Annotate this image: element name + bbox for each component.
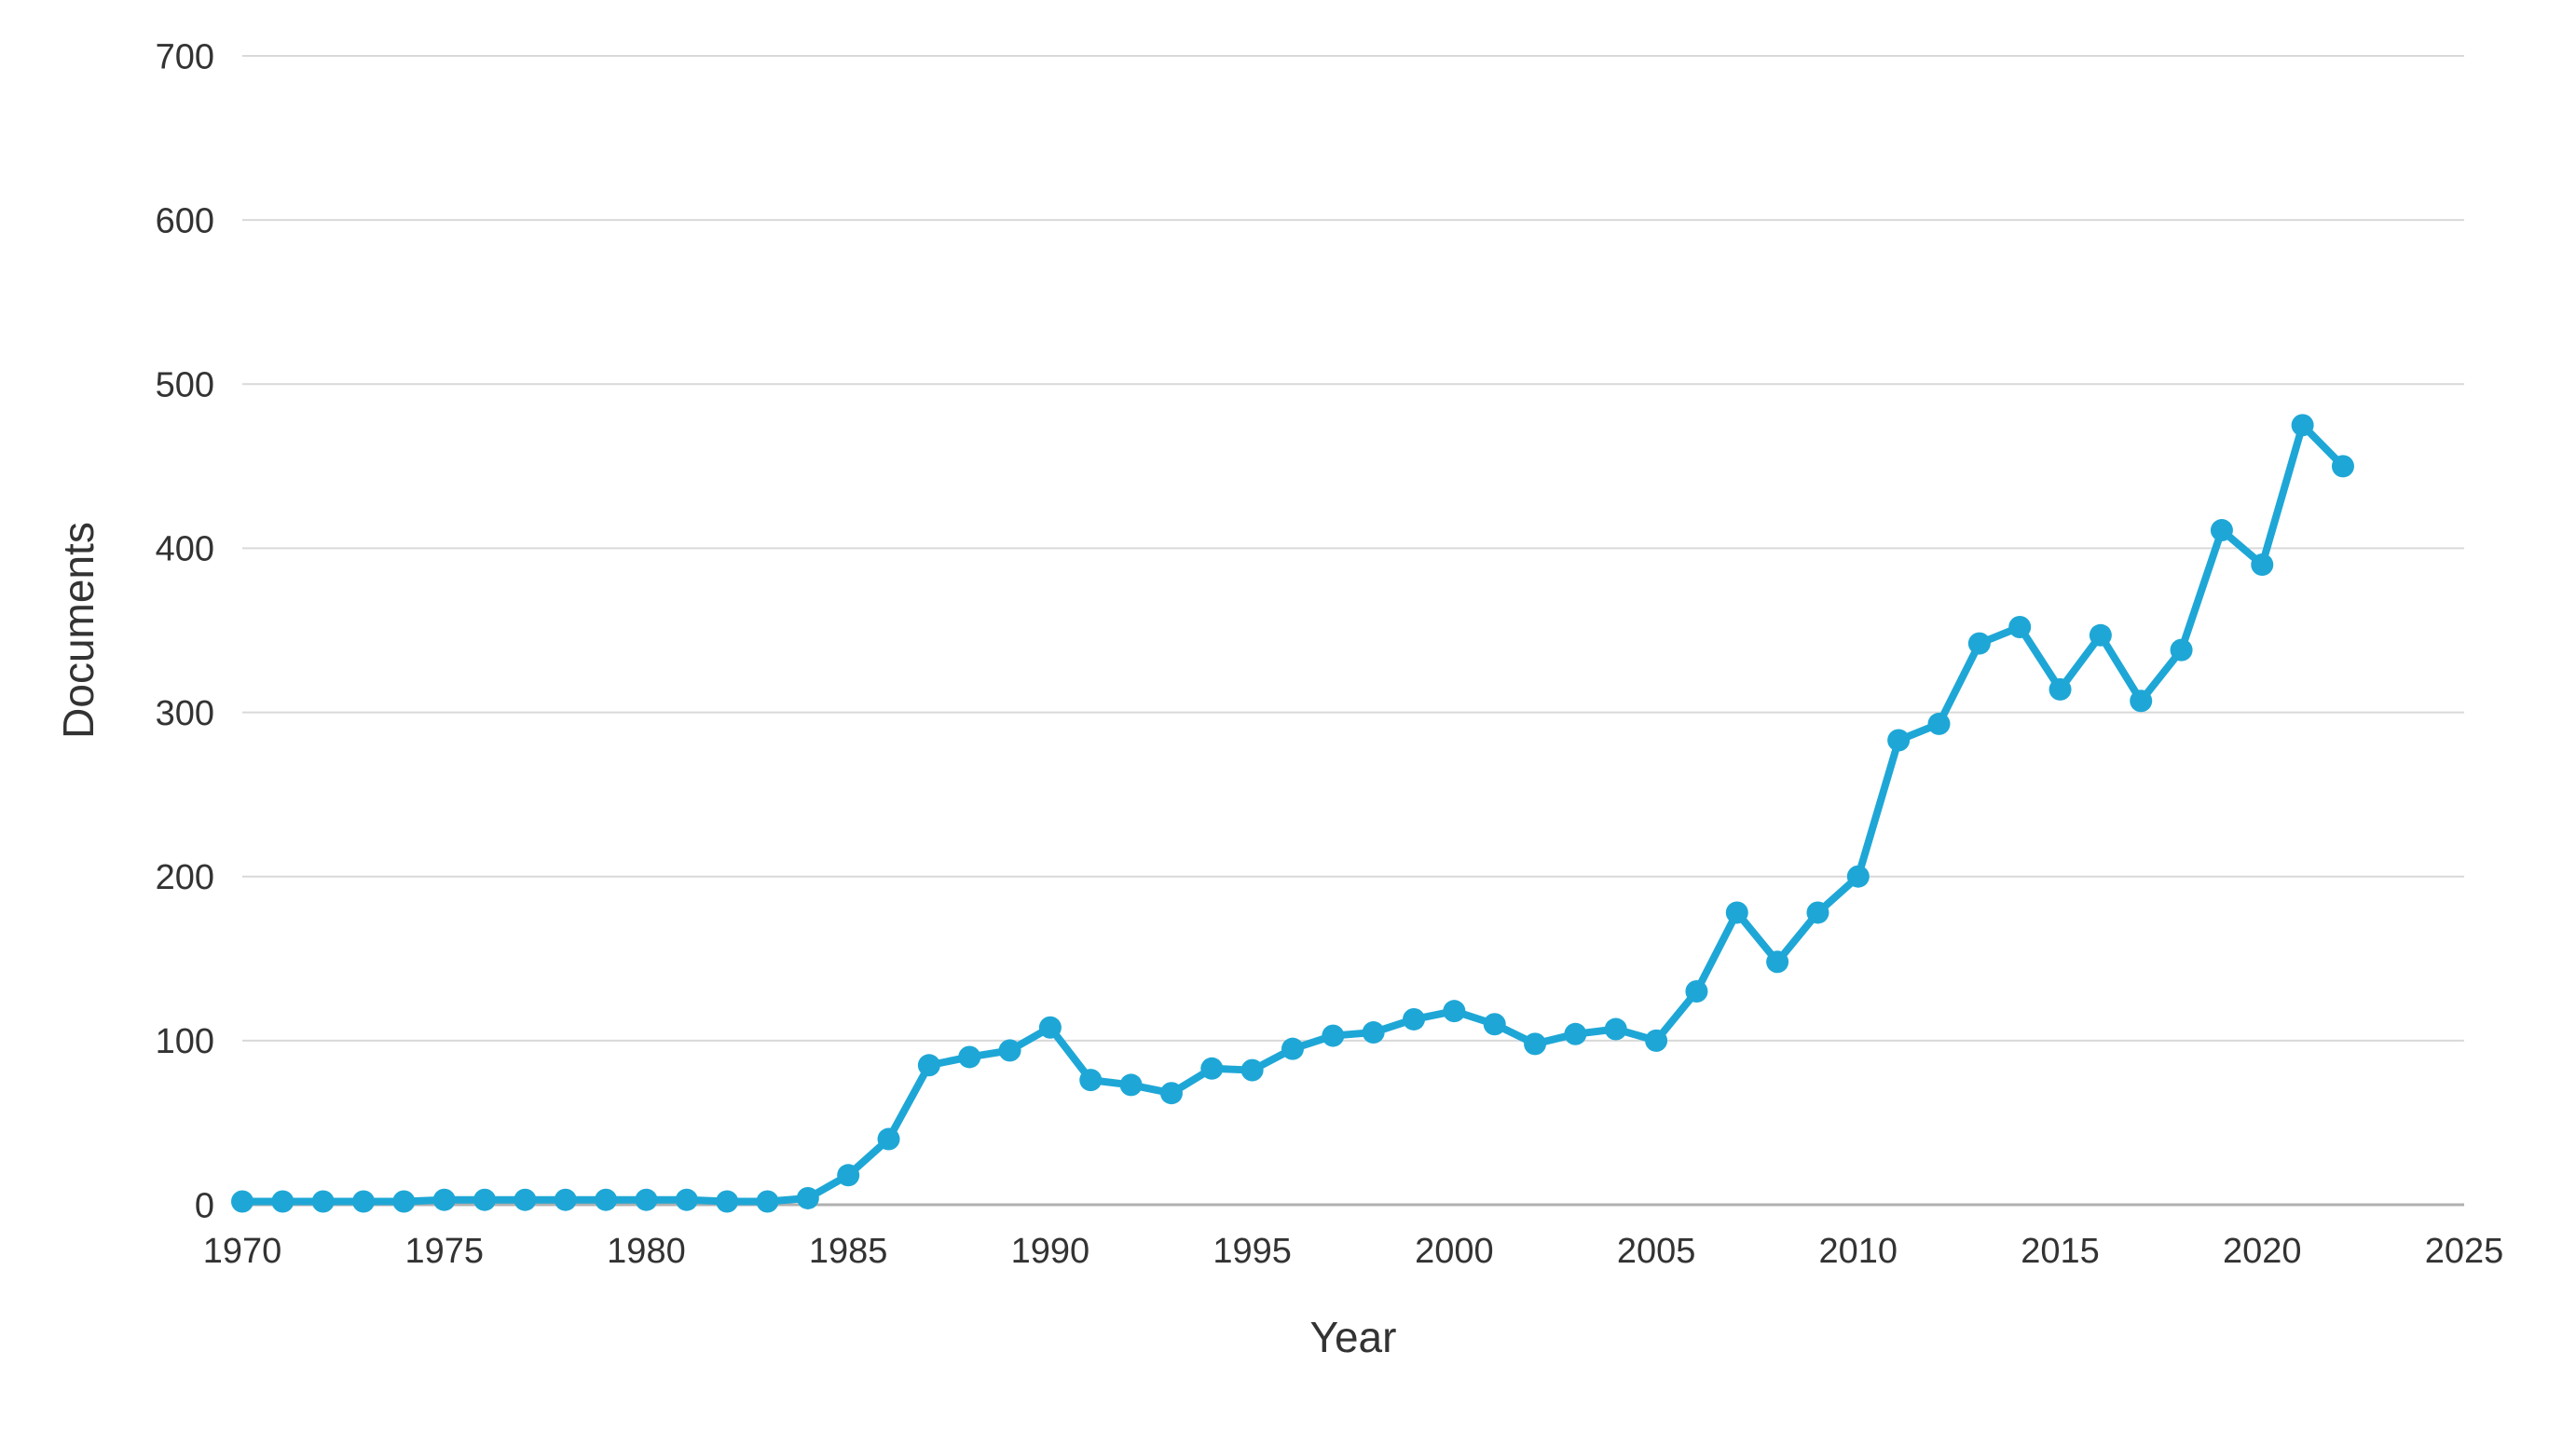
y-tick-label: 100 <box>156 1022 214 1061</box>
y-axis-label: Documents <box>54 522 103 739</box>
data-marker <box>352 1190 375 1212</box>
chart-svg: 0 100 200 300 400 500 600 700 1970 1975 1980 1985 19… <box>0 0 2576 1447</box>
x-tick-label: 2015 <box>2021 1232 2100 1271</box>
data-marker <box>1766 950 1788 973</box>
data-marker <box>1484 1013 1506 1035</box>
x-tick-label: 2020 <box>2223 1232 2302 1271</box>
x-tick-label: 2000 <box>1415 1232 1494 1271</box>
data-marker <box>473 1189 496 1211</box>
data-marker <box>1039 1017 1062 1039</box>
data-marker <box>2049 678 2072 701</box>
data-marker <box>1363 1021 1385 1044</box>
data-marker <box>1887 730 1910 752</box>
data-marker <box>1564 1023 1586 1045</box>
x-tick-label: 1990 <box>1011 1232 1090 1271</box>
data-marker <box>999 1039 1021 1061</box>
y-tick-label: 0 <box>195 1186 214 1225</box>
x-tick-label: 1985 <box>809 1232 888 1271</box>
data-marker <box>635 1189 657 1211</box>
documents-by-year-chart: 0 100 200 300 400 500 600 700 1970 1975 1980 1985 19… <box>0 0 2576 1447</box>
data-marker <box>756 1190 778 1212</box>
y-tick-label: 700 <box>156 37 214 76</box>
x-tick-label: 1970 <box>203 1232 282 1271</box>
data-marker <box>878 1128 900 1151</box>
y-tick-label: 400 <box>156 530 214 569</box>
data-marker <box>1524 1032 1546 1055</box>
data-marker <box>271 1190 294 1212</box>
data-marker <box>1605 1018 1627 1041</box>
data-marker <box>1847 866 1870 888</box>
data-marker <box>2008 616 2031 638</box>
data-marker <box>2090 624 2112 647</box>
data-marker <box>1241 1059 1264 1082</box>
data-marker <box>1645 1030 1667 1052</box>
data-marker <box>797 1187 819 1209</box>
x-axis-label: Year <box>1310 1313 1397 1361</box>
y-tick-label: 600 <box>156 201 214 240</box>
data-marker <box>1685 980 1707 1003</box>
data-marker <box>555 1189 577 1211</box>
data-marker <box>2211 519 2233 541</box>
data-marker <box>837 1164 859 1186</box>
x-tick-label: 2025 <box>2425 1232 2504 1271</box>
data-marker <box>1120 1073 1143 1096</box>
data-marker <box>1079 1069 1102 1091</box>
data-marker <box>1726 901 1748 923</box>
data-marker <box>595 1189 617 1211</box>
x-tick-label: 1995 <box>1213 1232 1292 1271</box>
data-marker <box>1200 1058 1223 1080</box>
data-marker <box>1281 1038 1304 1060</box>
data-marker <box>918 1054 940 1076</box>
x-tick-label: 2005 <box>1617 1232 1696 1271</box>
data-marker <box>433 1189 456 1211</box>
data-marker <box>231 1190 253 1212</box>
data-marker <box>958 1045 980 1068</box>
data-marker <box>514 1189 536 1211</box>
data-marker <box>2130 689 2152 712</box>
x-tick-label: 2010 <box>1819 1232 1898 1271</box>
data-marker <box>2171 639 2193 662</box>
x-tick-label: 1975 <box>404 1232 484 1271</box>
data-marker <box>1968 633 1991 655</box>
x-tick-label: 1980 <box>607 1232 686 1271</box>
data-marker <box>1928 713 1951 735</box>
data-marker <box>2251 553 2273 576</box>
data-marker <box>1322 1025 1344 1047</box>
y-tick-label: 300 <box>156 694 214 733</box>
data-marker <box>312 1190 335 1212</box>
data-marker <box>2332 455 2354 477</box>
data-marker <box>1160 1082 1183 1104</box>
y-tick-label: 200 <box>156 858 214 897</box>
data-marker <box>1443 1000 1465 1022</box>
data-marker <box>716 1190 738 1212</box>
data-marker <box>676 1189 698 1211</box>
y-tick-label: 500 <box>156 366 214 405</box>
data-marker <box>1403 1008 1425 1031</box>
data-marker <box>392 1190 415 1212</box>
data-marker <box>1806 901 1829 923</box>
data-marker <box>2292 414 2314 436</box>
